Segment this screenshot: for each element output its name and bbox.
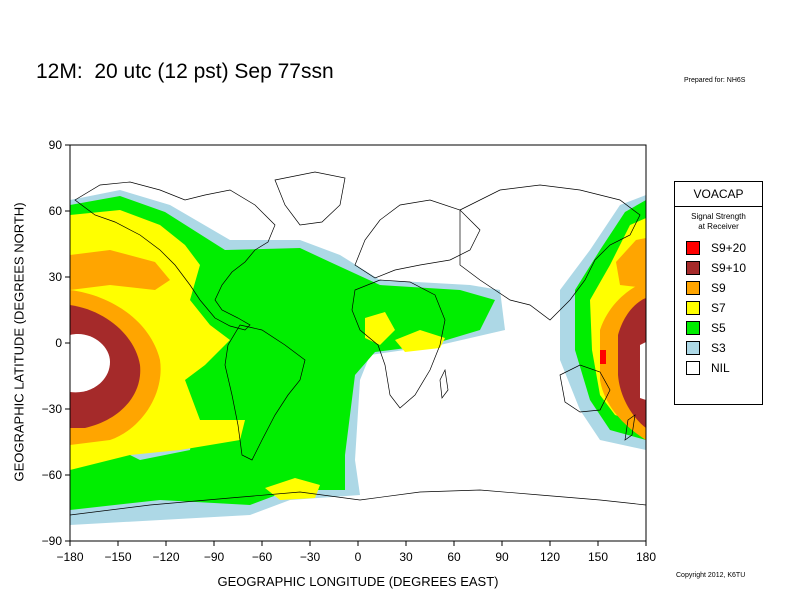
- legend-item: S7: [675, 298, 762, 318]
- legend: VOACAP Signal Strength at Receiver S9+20…: [674, 181, 763, 405]
- legend-swatch: [686, 241, 700, 255]
- europe-outline: [354, 199, 481, 279]
- coverage-s9-east-band: [616, 238, 646, 288]
- legend-items: S9+20 S9+10 S9 S7 S5 S3 NIL: [675, 238, 762, 378]
- x-tick-label: 150: [588, 550, 608, 564]
- y-tick-label: 30: [49, 270, 63, 284]
- legend-swatch: [686, 361, 700, 375]
- y-tick-label: −90: [42, 534, 63, 548]
- x-tick-label: −60: [252, 550, 273, 564]
- x-tick-label: −120: [152, 550, 179, 564]
- coverage-s7-africa: [365, 312, 395, 345]
- legend-swatch: [686, 281, 700, 295]
- greenland-outline: [274, 171, 346, 226]
- south-america-outline: [224, 324, 306, 461]
- legend-label: NIL: [711, 361, 730, 375]
- legend-subtitle: Signal Strength at Receiver: [675, 212, 762, 232]
- x-axis-label: GEOGRAPHIC LONGITUDE (DEGREES EAST): [217, 574, 499, 589]
- x-tick-label: 60: [447, 550, 461, 564]
- coverage-s7-antarctic: [265, 478, 320, 500]
- x-tick-label: −30: [300, 550, 321, 564]
- antarctica-outline: [70, 489, 646, 516]
- legend-title: VOACAP: [675, 182, 762, 207]
- x-tick-label: 30: [399, 550, 413, 564]
- coverage-nil-east-core: [640, 342, 646, 400]
- legend-swatch: [686, 301, 700, 315]
- legend-swatch: [686, 341, 700, 355]
- legend-item: S3: [675, 338, 762, 358]
- y-tick-label: −60: [42, 468, 63, 482]
- legend-label: S9+20: [711, 241, 747, 255]
- y-tick-label: 90: [49, 138, 63, 152]
- x-tick-label: −150: [104, 550, 131, 564]
- africa-outline: [351, 279, 446, 409]
- y-tick-label: 0: [55, 336, 62, 350]
- chart-title: 12M: 20 utc (12 pst) Sep 77ssn: [36, 60, 334, 83]
- new-zealand-outline: [624, 414, 636, 441]
- x-tick-label: 180: [636, 550, 656, 564]
- legend-item: S5: [675, 318, 762, 338]
- legend-label: S7: [711, 301, 726, 315]
- signal-coverage-regions: [70, 145, 646, 541]
- asia-outline: [459, 184, 641, 321]
- legend-label: S5: [711, 321, 726, 335]
- x-tick-label: −180: [56, 550, 83, 564]
- x-axis-ticks: −180 −150 −120 −90 −60 −30 0 30 60 90 120 150 180: [56, 541, 656, 564]
- prepared-for-note: Prepared for: NH6S: [684, 77, 746, 84]
- legend-item: S9+20: [675, 238, 762, 258]
- y-axis-ticks: 90 60 30 0 −30 −60 −90: [42, 138, 70, 548]
- legend-swatch: [686, 261, 700, 275]
- legend-item: NIL: [675, 358, 762, 378]
- north-america-outline: [74, 181, 276, 331]
- y-tick-label: −30: [42, 402, 63, 416]
- australia-outline: [559, 364, 611, 413]
- coverage-s920-spot: [600, 350, 606, 364]
- legend-label: S9: [711, 281, 726, 295]
- legend-swatch: [686, 321, 700, 335]
- x-tick-label: 120: [540, 550, 560, 564]
- x-tick-label: 90: [495, 550, 509, 564]
- legend-label: S9+10: [711, 261, 747, 275]
- coverage-s910-east: [618, 298, 646, 428]
- legend-item: S9: [675, 278, 762, 298]
- legend-subtitle-line2: at Receiver: [698, 222, 739, 231]
- coverage-s9-west-band: [70, 250, 170, 290]
- x-tick-label: −90: [204, 550, 225, 564]
- copyright-note: Copyright 2012, K6TU: [676, 572, 746, 579]
- coastlines: [70, 171, 646, 516]
- madagascar-outline: [439, 368, 449, 399]
- coverage-nil-west-core: [70, 334, 110, 393]
- coverage-s7-africa2: [395, 330, 445, 352]
- legend-item: S9+10: [675, 258, 762, 278]
- y-axis-label: GEOGRAPHIC LATITUDE (DEGREES NORTH): [11, 202, 27, 482]
- y-tick-label: 60: [49, 204, 63, 218]
- x-tick-label: 0: [355, 550, 362, 564]
- legend-label: S3: [711, 341, 726, 355]
- legend-subtitle-line1: Signal Strength: [691, 212, 746, 221]
